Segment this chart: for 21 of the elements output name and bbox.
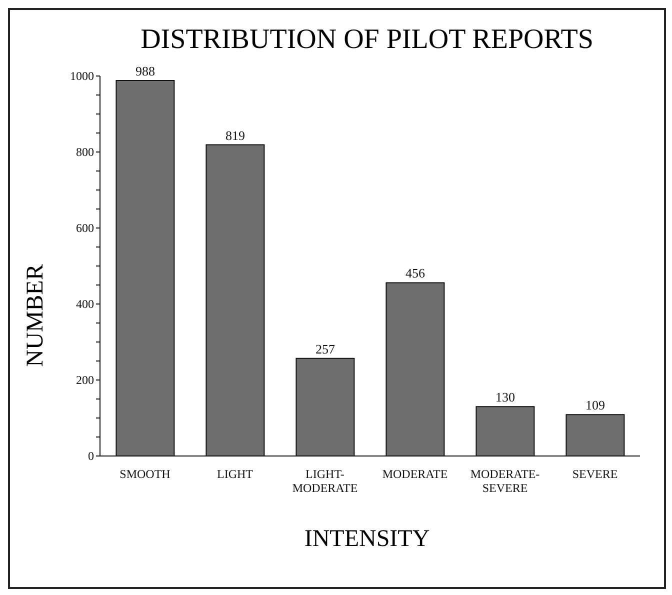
y-tick-label: 400 — [76, 297, 94, 311]
chart-title: DISTRIBUTION OF PILOT REPORTS — [140, 24, 594, 56]
y-tick-label: 1000 — [70, 69, 94, 83]
y-tick-label: 0 — [88, 449, 94, 463]
y-tick-label: 800 — [76, 145, 94, 159]
data-label: 257 — [315, 341, 336, 356]
x-tick-label: MODERATE — [382, 467, 448, 481]
data-label: 456 — [405, 266, 426, 281]
x-axis-title: INTENSITY — [303, 526, 431, 553]
x-tick-label: LIGHT-MODERATE — [292, 467, 358, 495]
data-label: 109 — [585, 398, 605, 413]
data-label: 819 — [225, 128, 245, 143]
x-tick-label: SEVERE — [572, 467, 618, 481]
x-tick-label: MODERATE-SEVERE — [470, 467, 540, 495]
x-tick-label: LIGHT — [217, 467, 254, 481]
data-label: 130 — [495, 390, 515, 405]
y-tick-label: 200 — [76, 373, 94, 387]
y-tick-label: 600 — [76, 221, 94, 235]
y-axis-title: NUMBER — [22, 264, 50, 366]
x-tick-label: SMOOTH — [120, 467, 171, 481]
data-label: 988 — [135, 64, 155, 79]
